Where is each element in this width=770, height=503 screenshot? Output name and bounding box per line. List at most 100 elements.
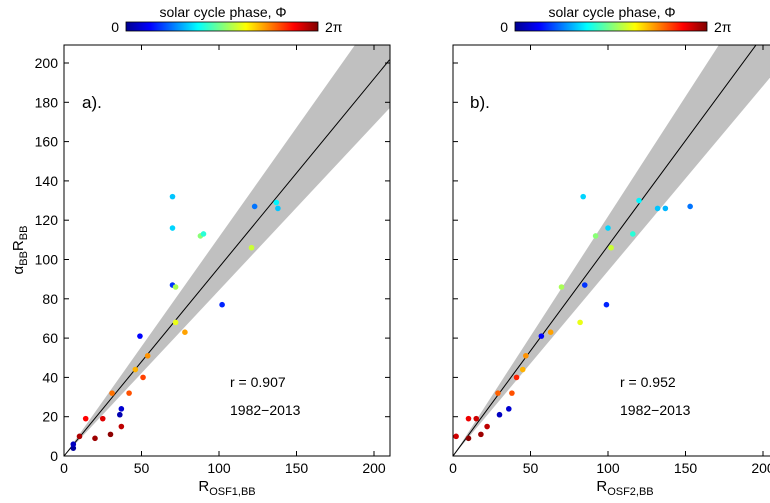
panel-a-r-value: r = 0.907 bbox=[230, 374, 286, 390]
data-point bbox=[636, 197, 642, 204]
panel-b: 0 50 100 150 200 b). r = 0.952 1982−2013 ROS… bbox=[449, 44, 770, 498]
confidence-band bbox=[453, 45, 770, 456]
data-point bbox=[182, 329, 188, 336]
panel-a-plot-area bbox=[64, 45, 390, 456]
data-point bbox=[172, 319, 179, 326]
y-tick-label: 200 bbox=[35, 55, 59, 71]
fit-line bbox=[453, 45, 757, 456]
data-point bbox=[465, 415, 472, 422]
data-point bbox=[117, 411, 123, 418]
data-point bbox=[219, 301, 225, 308]
y-tick-label: 180 bbox=[35, 94, 59, 110]
panel-a: 0 50 100 150 200020406080100120140160180200 … bbox=[10, 44, 391, 498]
data-point bbox=[118, 423, 125, 430]
panel-b-ticks: 0 50 100 150 200 bbox=[449, 45, 770, 476]
data-point bbox=[144, 352, 151, 359]
y-tick-label: 80 bbox=[42, 291, 58, 307]
x-tick-label: 150 bbox=[285, 460, 309, 476]
panel-b-plot-area bbox=[453, 45, 770, 456]
data-point bbox=[523, 352, 529, 359]
x-tick-label: 50 bbox=[134, 460, 150, 476]
y-tick-label: 100 bbox=[35, 252, 59, 268]
data-point bbox=[109, 390, 115, 396]
panel-b-axes-frame bbox=[452, 44, 770, 457]
data-point bbox=[558, 284, 565, 290]
data-point bbox=[76, 433, 83, 440]
colorbar-min-label: 0 bbox=[111, 19, 119, 35]
data-point bbox=[248, 244, 255, 251]
x-tick-label: 100 bbox=[207, 460, 231, 476]
data-point bbox=[275, 205, 281, 212]
data-point bbox=[172, 284, 179, 290]
data-point bbox=[662, 205, 669, 212]
colorbar-max-label: 2π bbox=[714, 19, 732, 35]
y-tick-label: 140 bbox=[35, 173, 59, 189]
data-point bbox=[99, 415, 106, 422]
panel-a-x-axis-label: ROSF1,BB bbox=[198, 478, 255, 498]
y-tick-label: 0 bbox=[50, 448, 58, 464]
data-point bbox=[519, 366, 526, 373]
panel-b-r-value: r = 0.952 bbox=[620, 374, 676, 390]
x-tick-label: 200 bbox=[751, 460, 770, 476]
data-point bbox=[506, 406, 512, 412]
colorbar-min-label: 0 bbox=[500, 19, 508, 35]
panel-a-y-axis-label: αBBRBB bbox=[10, 226, 30, 275]
data-point bbox=[70, 441, 77, 448]
data-point bbox=[82, 415, 89, 422]
confidence-band bbox=[64, 45, 390, 456]
colorbar-max-label: 2π bbox=[325, 19, 343, 35]
data-point bbox=[273, 199, 280, 206]
y-tick-label: 20 bbox=[42, 409, 58, 425]
data-point bbox=[140, 374, 146, 381]
data-point bbox=[478, 431, 484, 438]
x-tick-label: 50 bbox=[523, 460, 539, 476]
colorbar-title: solar cycle phase, Φ bbox=[548, 4, 675, 20]
panel-b-label: b). bbox=[470, 93, 490, 112]
data-point bbox=[169, 193, 176, 200]
x-tick-label: 200 bbox=[362, 460, 386, 476]
data-point bbox=[592, 233, 599, 239]
y-tick-label: 160 bbox=[35, 134, 59, 150]
panel-a-axes-frame bbox=[63, 44, 391, 457]
x-tick-label: 150 bbox=[674, 460, 698, 476]
x-tick-label: 0 bbox=[449, 460, 457, 476]
data-point bbox=[132, 366, 139, 373]
data-point bbox=[251, 203, 258, 210]
data-point bbox=[513, 374, 520, 381]
data-point bbox=[547, 329, 554, 336]
panel-a-period: 1982−2013 bbox=[230, 402, 301, 418]
colorbar-gradient bbox=[514, 21, 708, 32]
data-point bbox=[200, 231, 207, 237]
colorbar-b: solar cycle phase, Φ 0 2π bbox=[500, 4, 732, 35]
data-point bbox=[107, 431, 114, 438]
data-point bbox=[484, 423, 490, 430]
colorbar-title: solar cycle phase, Φ bbox=[159, 4, 286, 20]
y-tick-label: 120 bbox=[35, 212, 59, 228]
x-tick-label: 100 bbox=[596, 460, 620, 476]
x-tick-label: 0 bbox=[60, 460, 68, 476]
data-point bbox=[473, 415, 480, 422]
data-point bbox=[509, 390, 515, 396]
panel-a-label: a). bbox=[82, 93, 102, 112]
data-point bbox=[118, 406, 125, 412]
data-point bbox=[630, 231, 636, 237]
panel-a-ticks: 0 50 100 150 200 0 20 40 60 80 100 120 140 160 180 200 bbox=[35, 45, 390, 476]
data-point bbox=[654, 205, 661, 212]
data-point bbox=[137, 333, 143, 339]
data-point bbox=[465, 435, 472, 442]
colorbar-a: solar cycle phase, Φ 0 2π bbox=[111, 4, 343, 35]
data-point bbox=[605, 225, 611, 231]
panel-b-period: 1982−2013 bbox=[620, 402, 691, 418]
data-point bbox=[603, 301, 610, 308]
fit-line bbox=[64, 59, 390, 456]
data-point bbox=[538, 333, 545, 339]
data-point bbox=[70, 445, 77, 451]
data-point bbox=[495, 390, 501, 396]
data-point bbox=[92, 435, 98, 442]
data-point bbox=[496, 411, 503, 418]
data-point bbox=[169, 225, 176, 231]
y-tick-label: 60 bbox=[42, 330, 58, 346]
colorbar-gradient bbox=[125, 21, 319, 32]
panel-b-x-axis-label: ROSF2,BB bbox=[596, 478, 653, 498]
